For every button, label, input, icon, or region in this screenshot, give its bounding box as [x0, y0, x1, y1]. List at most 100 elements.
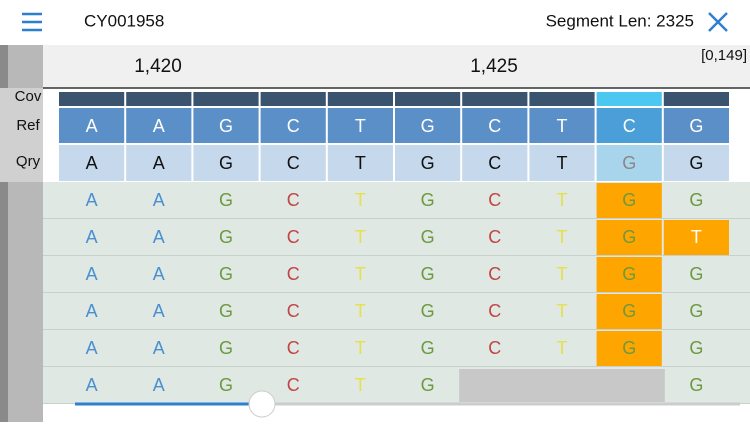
read-base: T [355, 375, 366, 395]
query-cell [596, 145, 662, 181]
segment-length: Segment Len: 2325 [546, 11, 694, 30]
ruler-position: 1,425 [470, 56, 518, 77]
read-base: G [622, 264, 636, 284]
mismatch-cell [663, 220, 729, 255]
read-base: T [557, 301, 568, 321]
read-base: A [86, 301, 98, 321]
read-base: G [622, 301, 636, 321]
query-base: T [355, 153, 366, 173]
ref-base: G [219, 116, 233, 136]
ref-base: C [287, 116, 300, 136]
read-base: C [287, 227, 300, 247]
ref-cell [327, 108, 393, 143]
query-cell [260, 145, 326, 181]
query-cell [663, 145, 729, 181]
read-base: C [488, 190, 501, 210]
query-base: C [488, 153, 501, 173]
query-base: G [622, 153, 636, 173]
ref-base: C [623, 116, 636, 136]
read-base: A [86, 375, 98, 395]
ref-cell [462, 108, 528, 143]
ref-cell [395, 108, 461, 143]
read-base: T [355, 264, 366, 284]
read-base: G [689, 264, 703, 284]
read-base: T [557, 264, 568, 284]
mismatch-cell [596, 294, 662, 329]
read-base: G [219, 301, 233, 321]
query-cell [395, 145, 461, 181]
read-base: G [421, 190, 435, 210]
coverage-bar [327, 92, 393, 106]
read-base: C [287, 190, 300, 210]
query-cell [327, 145, 393, 181]
read-base: G [421, 227, 435, 247]
top-bar [0, 0, 750, 45]
menu-button[interactable] [22, 12, 42, 32]
ref-cell [260, 108, 326, 143]
read-base: C [287, 338, 300, 358]
read-base: G [421, 301, 435, 321]
read-base: G [219, 338, 233, 358]
range-label: [0,149] [701, 47, 747, 64]
ref-base: G [421, 116, 435, 136]
ref-cell [529, 108, 595, 143]
read-base: A [86, 264, 98, 284]
coverage-bar [126, 92, 192, 106]
read-base: A [86, 338, 98, 358]
coverage-bar [462, 92, 528, 106]
query-cell [529, 145, 595, 181]
coverage-bar [193, 92, 259, 106]
ref-cell [126, 108, 192, 143]
read-base: G [219, 375, 233, 395]
read-base: A [153, 227, 165, 247]
query-base: G [689, 153, 703, 173]
coverage-bar [529, 92, 595, 106]
ref-base: G [689, 116, 703, 136]
ref-cell [663, 108, 729, 143]
read-base: C [488, 301, 501, 321]
close-button[interactable] [708, 12, 728, 32]
coverage-bar [59, 92, 125, 106]
read-base: C [287, 301, 300, 321]
slider-bg [66, 404, 750, 422]
read-base: G [622, 338, 636, 358]
query-cell [462, 145, 528, 181]
mismatch-cell [596, 257, 662, 292]
query-cell [126, 145, 192, 181]
query-base: G [421, 153, 435, 173]
track-label: Cov [15, 88, 42, 105]
ref-cell [596, 108, 662, 143]
deletion [593, 369, 665, 402]
track-label: Qry [16, 153, 41, 170]
track-label: Ref [16, 117, 40, 134]
read-base: C [287, 375, 300, 395]
read-base: T [355, 190, 366, 210]
query-base: T [557, 153, 568, 173]
ruler [0, 45, 750, 88]
read-base: A [153, 190, 165, 210]
read-base: A [153, 375, 165, 395]
read-base: G [689, 190, 703, 210]
ref-base: T [557, 116, 568, 136]
slider-thumb[interactable] [248, 390, 276, 418]
read-base: G [689, 338, 703, 358]
read-base: C [488, 264, 501, 284]
read-base: G [219, 190, 233, 210]
ref-base: A [153, 116, 165, 136]
ref-cell [59, 108, 125, 143]
read-base: G [219, 264, 233, 284]
read-base: C [488, 227, 501, 247]
track-label-panel [0, 88, 43, 182]
query-cell [59, 145, 125, 181]
query-base: G [219, 153, 233, 173]
read-base: G [622, 190, 636, 210]
ref-base: C [488, 116, 501, 136]
read-base: C [488, 338, 501, 358]
ref-cell [193, 108, 259, 143]
read-base: T [355, 338, 366, 358]
read-base: T [355, 227, 366, 247]
coverage-bar [663, 92, 729, 106]
read-base: G [219, 227, 233, 247]
read-base: G [421, 338, 435, 358]
read-base: G [421, 264, 435, 284]
